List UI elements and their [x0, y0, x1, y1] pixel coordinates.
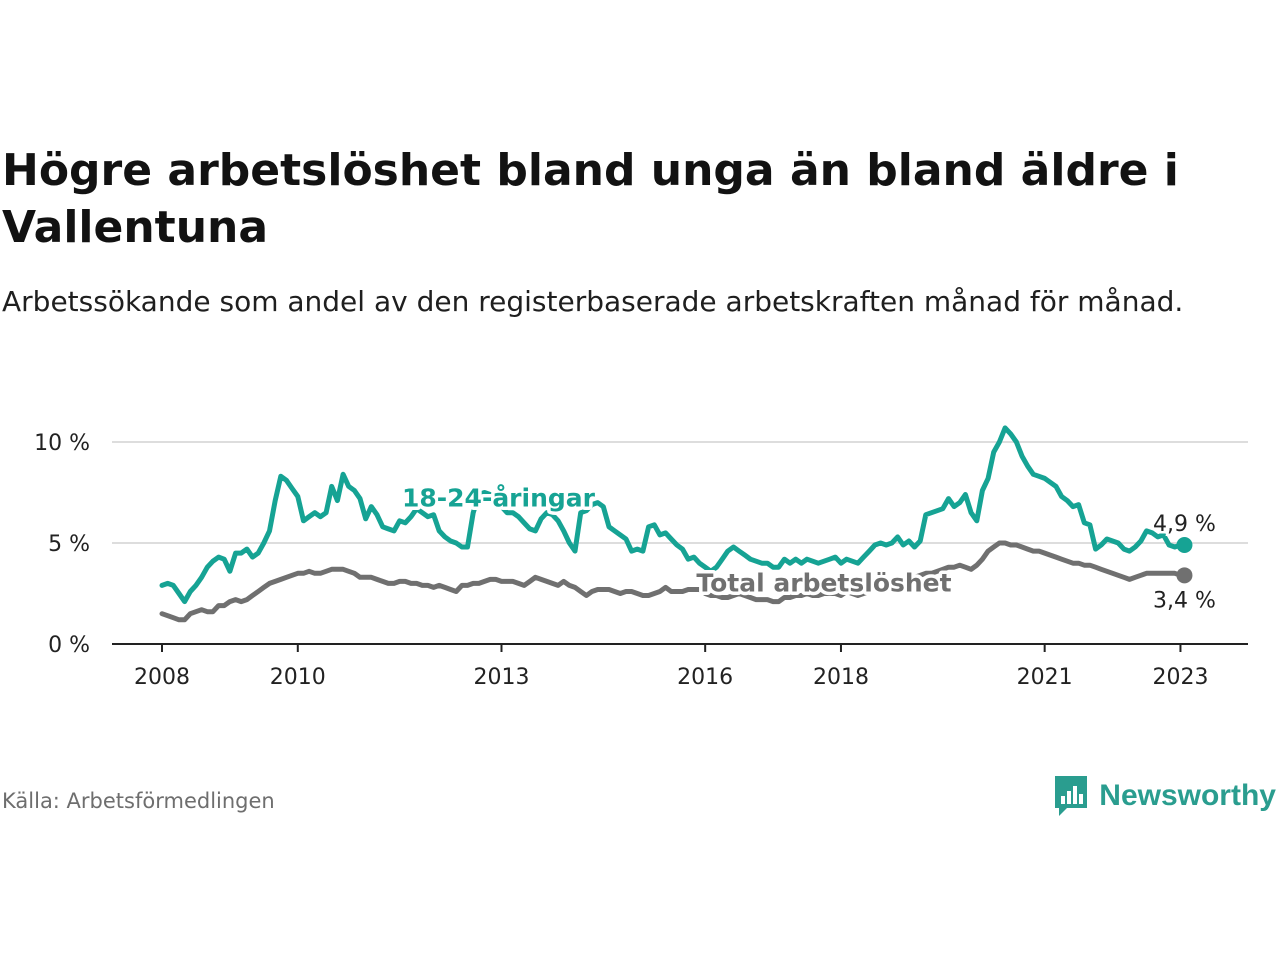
y-tick-label: 10 %: [34, 431, 90, 456]
series-label-total: Total arbetslöshet: [696, 568, 951, 597]
chart-title: Högre arbetslöshet bland unga än bland ä…: [2, 145, 1179, 253]
brand-name: Newsworthy: [1099, 779, 1276, 812]
x-tick-label: 2018: [813, 665, 869, 690]
grid-lines: [112, 441, 1248, 544]
x-tick-label: 2023: [1152, 665, 1208, 690]
end-label-total: 3,4 %: [1153, 588, 1216, 613]
chart-subtitle: Arbetssökande som andel av den registerb…: [2, 285, 1184, 318]
end-point-youth: [1176, 537, 1193, 554]
brand-logo[interactable]: Newsworthy: [1053, 773, 1276, 819]
series-line-total: [159, 540, 1183, 623]
x-tick-label: 2013: [473, 665, 529, 690]
y-axis: 0 % 5 % 10 %: [34, 431, 90, 658]
source-note: Källa: Arbetsförmedlingen: [2, 789, 275, 813]
series-lines: [159, 425, 1193, 623]
series-line-youth: [159, 425, 1183, 605]
line-chart: 2008 2010 2013 2016 2018 2021 2023 0 %5 %10 % …: [34, 425, 1248, 690]
x-tick-label: 2010: [270, 665, 326, 690]
y-tick-label: 5 %: [48, 532, 90, 557]
x-tick-label: 2016: [677, 665, 733, 690]
y-tick-label: 0 %: [48, 633, 90, 658]
x-tick-label: 2008: [134, 665, 190, 690]
series-label-youth: 18-24-åringar: [402, 484, 596, 513]
end-label-youth: 4,9 %: [1153, 512, 1216, 537]
x-tick-label: 2021: [1017, 665, 1073, 690]
newsworthy-logo-icon: [1055, 776, 1088, 816]
series-labels: 18-24-åringar Total arbetslöshet 4,9 % 3,4 …: [398, 480, 1218, 616]
x-axis: 2008 2010 2013 2016 2018 2021 2023: [112, 643, 1248, 690]
end-point-total: [1176, 567, 1193, 584]
